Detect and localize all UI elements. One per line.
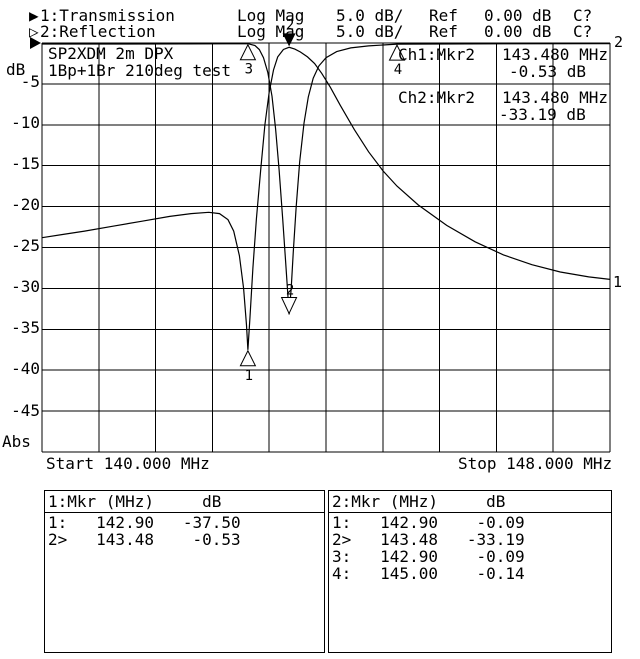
table-header-divider <box>45 512 324 513</box>
trace1-end-label: 1 <box>613 273 622 291</box>
ch1-format: Log Mag <box>237 6 305 25</box>
ch1-marker-readout-value: -0.53 dB <box>509 62 587 81</box>
y-tick-label: -40 <box>11 359 40 378</box>
grid-lines <box>41 42 611 453</box>
y-tick-label: -20 <box>11 195 40 214</box>
trace-markers: 1 2 2 3 4 <box>239 17 406 384</box>
y-tick-label: -35 <box>11 318 40 337</box>
table-row: 1: 142.90 -0.09 <box>332 513 525 532</box>
ch2-marker-table: 2:Mkr (MHz) dB 1: 142.90 -0.09 2> 143.48… <box>328 490 612 653</box>
table-row: 3: 142.90 -0.09 <box>332 547 525 566</box>
plot-title-line2: 1Bp+1Br 210deg test <box>48 61 232 80</box>
ch2-scale: 5.0 dB/ <box>336 22 404 41</box>
y-tick-label: -30 <box>11 277 40 296</box>
ch1-ref-value: 0.00 dB <box>484 6 552 25</box>
x-axis-stop-label: Stop 148.000 MHz <box>458 454 613 473</box>
x-axis-start-label: Start 140.000 MHz <box>46 454 210 473</box>
marker-2-number-label: 2 <box>286 282 294 298</box>
y-tick-label: -10 <box>11 113 40 132</box>
ch2-marker-table-header: 2:Mkr (MHz) dB <box>332 492 506 511</box>
table-header-divider <box>329 512 611 513</box>
marker-2-triangle-icon <box>280 296 298 315</box>
ch2-marker-readout-label: Ch2:Mkr2 <box>398 88 476 107</box>
trace2-end-label: 2 <box>614 33 623 51</box>
ch2-marker-readout-freq: 143.480 MHz <box>502 88 608 107</box>
ch1-marker-table-header: 1:Mkr (MHz) dB <box>48 492 222 511</box>
table-row: 2> 143.48 -0.53 <box>48 530 241 549</box>
y-tick-label: -45 <box>11 401 40 420</box>
ch2-marker-readout-value: -33.19 dB <box>499 105 586 124</box>
y-tick-label: -25 <box>11 236 40 255</box>
y-tick-label: -15 <box>11 154 40 173</box>
table-row: 4: 145.00 -0.14 <box>332 564 525 583</box>
ch1-active-arrow-icon: ▶ <box>29 6 39 25</box>
marker-1-triangle-icon <box>239 349 257 367</box>
marker-2-triangle-icon <box>282 33 296 47</box>
ch1-marker-table: 1:Mkr (MHz) dB 1: 142.90 -37.50 2> 143.4… <box>44 490 325 653</box>
marker-2-number-label: 2 <box>286 17 294 33</box>
ref-position-arrow-icon <box>30 37 41 49</box>
ch1-scale: 5.0 dB/ <box>336 6 404 25</box>
plot-title-line1: SP2XDM 2m DPX <box>48 44 174 63</box>
ch2-active-arrow-icon: ▷ <box>29 22 39 41</box>
table-row: 2> 143.48 -33.19 <box>332 530 525 549</box>
ch2-cal-status: C? <box>573 22 593 41</box>
ch2-trace-label: 2:Reflection <box>40 22 156 41</box>
ch1-ref-label: Ref <box>429 6 458 25</box>
ch2-format: Log Mag <box>237 22 305 41</box>
marker-4-triangle-icon <box>388 44 406 61</box>
marker-1-number-label: 1 <box>245 368 253 384</box>
ch2-ref-value: 0.00 dB <box>484 22 552 41</box>
marker-3-triangle-icon <box>239 43 257 61</box>
ch2-ref-label: Ref <box>429 22 458 41</box>
marker-4-number-label: 4 <box>394 62 402 78</box>
ch1-marker-readout-label: Ch1:Mkr2 <box>398 45 476 64</box>
marker-3-number-label: 3 <box>245 62 253 78</box>
table-row: 1: 142.90 -37.50 <box>48 513 241 532</box>
y-tick-label: -5 <box>20 72 40 91</box>
trace-transmission <box>41 46 611 350</box>
ch1-marker-readout-freq: 143.480 MHz <box>502 45 608 64</box>
y-axis-bottom-label: Abs <box>2 432 31 451</box>
ch1-cal-status: C? <box>573 6 593 25</box>
ch1-trace-label: 1:Transmission <box>40 6 175 25</box>
y-axis-unit-label: dB <box>6 60 26 79</box>
